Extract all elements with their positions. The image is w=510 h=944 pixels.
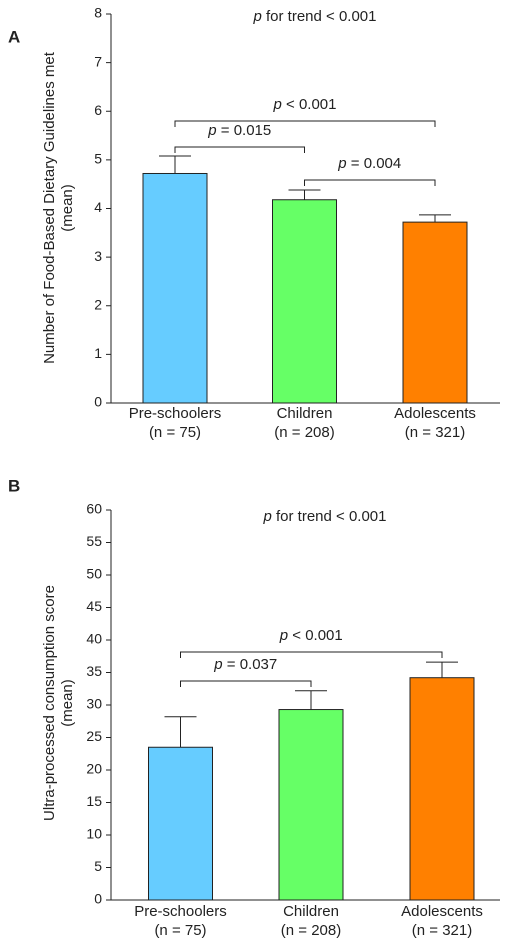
y-tick-label: 0 — [94, 891, 102, 907]
x-tick-label: Pre-schoolers — [129, 405, 222, 422]
y-axis-label: Ultra-processed consumption score — [41, 585, 58, 821]
annotation-text: for trend < 0.001 — [272, 508, 387, 525]
comparison-bracket — [180, 680, 312, 687]
x-tick-label: Children — [277, 405, 333, 422]
y-tick-label: 15 — [86, 793, 102, 809]
y-tick-label: 2 — [94, 296, 102, 312]
comparison-label-text: = 0.015 — [217, 122, 272, 139]
x-tick-sublabel: (n = 208) — [274, 424, 334, 441]
x-tick-label: Adolescents — [394, 405, 476, 422]
comparison-bracket — [304, 179, 436, 186]
x-tick-sublabel: (n = 75) — [149, 424, 201, 441]
y-tick-label: 30 — [86, 696, 102, 712]
comparison-label: p = 0.015 — [207, 122, 271, 139]
y-tick-label: 7 — [94, 53, 102, 69]
comparison-label-text: = 0.004 — [347, 155, 402, 172]
comparison-label: p < 0.001 — [279, 627, 343, 644]
annotation: p for trend < 0.001 — [262, 508, 386, 525]
y-tick-label: 3 — [94, 248, 102, 264]
y-tick-label: 50 — [86, 566, 102, 582]
comparison-label-text: < 0.001 — [288, 627, 343, 644]
comparison-bracket — [174, 146, 305, 153]
annotation-italic: p — [262, 508, 271, 525]
comparison-label-text: = 0.037 — [223, 656, 278, 673]
y-tick-label: 5 — [94, 858, 102, 874]
comparison-bracket — [180, 651, 443, 658]
comparison-bracket — [174, 120, 436, 127]
comparison-label-italic: p — [279, 627, 288, 644]
x-tick-label: Children — [283, 903, 339, 920]
y-tick-label: 20 — [86, 761, 102, 777]
comparison-label-italic: p — [273, 96, 282, 113]
x-tick-sublabel: (n = 321) — [405, 424, 465, 441]
comparison-label: p = 0.037 — [213, 656, 277, 673]
y-tick-label: 5 — [94, 151, 102, 167]
panel-label: A — [8, 27, 20, 46]
x-tick-sublabel: (n = 208) — [281, 922, 341, 939]
annotation-text: for trend < 0.001 — [262, 8, 377, 25]
panel-label: B — [8, 476, 20, 495]
bar — [148, 746, 213, 901]
y-tick-label: 25 — [86, 728, 102, 744]
annotation-italic: p — [252, 8, 261, 25]
x-tick-sublabel: (n = 321) — [412, 922, 472, 939]
annotation: p for trend < 0.001 — [252, 8, 376, 25]
bar — [142, 172, 208, 404]
y-tick-label: 45 — [86, 598, 102, 614]
comparison-label: p < 0.001 — [273, 96, 337, 113]
x-tick-label: Adolescents — [401, 903, 483, 920]
y-tick-label: 40 — [86, 631, 102, 647]
y-tick-label: 55 — [86, 533, 102, 549]
comparison-label-italic: p — [337, 155, 346, 172]
x-tick-sublabel: (n = 75) — [154, 922, 206, 939]
bar — [409, 677, 475, 901]
comparison-label-italic: p — [207, 122, 216, 139]
y-axis-label: (mean) — [59, 679, 76, 727]
y-tick-label: 1 — [94, 345, 102, 361]
y-tick-label: 35 — [86, 663, 102, 679]
y-tick-label: 10 — [86, 826, 102, 842]
comparison-label-italic: p — [213, 656, 222, 673]
y-tick-label: 4 — [94, 199, 102, 215]
comparison-label-text: < 0.001 — [282, 96, 337, 113]
bar — [278, 709, 344, 901]
y-tick-label: 6 — [94, 102, 102, 118]
y-tick-label: 60 — [86, 501, 102, 517]
y-tick-label: 0 — [94, 394, 102, 410]
y-axis-label: Number of Food-Based Dietary Guidelines … — [41, 51, 58, 364]
bar — [272, 199, 337, 404]
y-tick-label: 8 — [94, 5, 102, 21]
comparison-label: p = 0.004 — [337, 155, 401, 172]
bar — [402, 221, 468, 404]
x-tick-label: Pre-schoolers — [134, 903, 227, 920]
y-axis-label: (mean) — [59, 184, 76, 232]
